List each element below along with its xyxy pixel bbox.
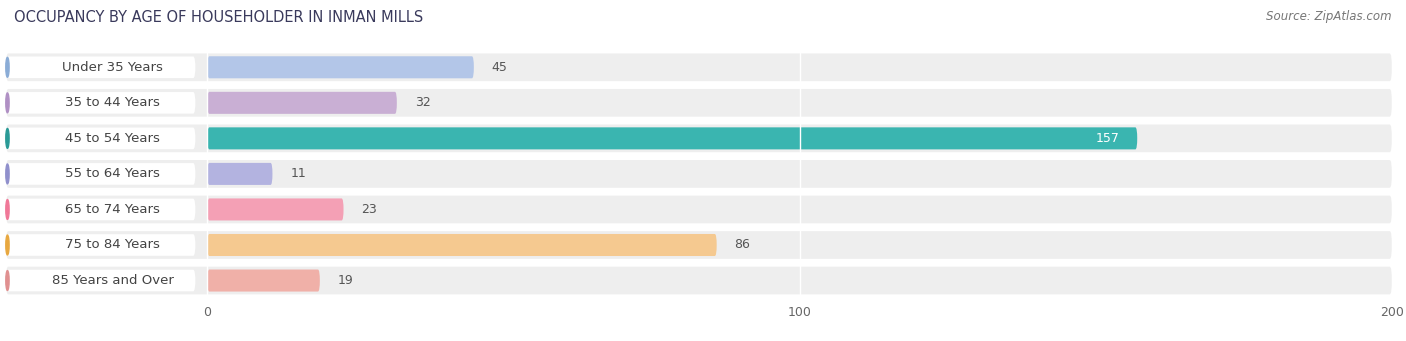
- Text: 32: 32: [415, 96, 430, 109]
- FancyBboxPatch shape: [6, 267, 1392, 294]
- Text: 11: 11: [290, 167, 307, 180]
- FancyBboxPatch shape: [6, 124, 1392, 152]
- Text: Under 35 Years: Under 35 Years: [62, 61, 163, 74]
- Text: OCCUPANCY BY AGE OF HOUSEHOLDER IN INMAN MILLS: OCCUPANCY BY AGE OF HOUSEHOLDER IN INMAN…: [14, 10, 423, 25]
- FancyBboxPatch shape: [6, 128, 195, 149]
- Text: 75 to 84 Years: 75 to 84 Years: [65, 238, 160, 252]
- FancyBboxPatch shape: [207, 234, 717, 256]
- Circle shape: [6, 93, 8, 113]
- FancyBboxPatch shape: [6, 231, 1392, 259]
- Text: Source: ZipAtlas.com: Source: ZipAtlas.com: [1267, 10, 1392, 23]
- Circle shape: [6, 129, 8, 148]
- Text: 85 Years and Over: 85 Years and Over: [52, 274, 173, 287]
- FancyBboxPatch shape: [207, 269, 319, 292]
- Circle shape: [6, 235, 8, 255]
- FancyBboxPatch shape: [6, 163, 195, 185]
- FancyBboxPatch shape: [6, 89, 1392, 117]
- Text: 86: 86: [734, 238, 751, 252]
- Text: 35 to 44 Years: 35 to 44 Years: [65, 96, 160, 109]
- FancyBboxPatch shape: [6, 270, 195, 291]
- Text: 65 to 74 Years: 65 to 74 Years: [65, 203, 160, 216]
- FancyBboxPatch shape: [207, 198, 343, 221]
- Circle shape: [6, 164, 8, 184]
- FancyBboxPatch shape: [6, 234, 195, 256]
- FancyBboxPatch shape: [6, 199, 195, 220]
- FancyBboxPatch shape: [6, 160, 1392, 188]
- Text: 19: 19: [337, 274, 353, 287]
- Text: 55 to 64 Years: 55 to 64 Years: [65, 167, 160, 180]
- Text: 157: 157: [1095, 132, 1119, 145]
- Text: 45: 45: [492, 61, 508, 74]
- Circle shape: [6, 199, 8, 219]
- FancyBboxPatch shape: [6, 92, 195, 114]
- Circle shape: [6, 271, 8, 291]
- FancyBboxPatch shape: [207, 163, 273, 185]
- Text: 45 to 54 Years: 45 to 54 Years: [65, 132, 160, 145]
- FancyBboxPatch shape: [6, 196, 1392, 223]
- Text: 23: 23: [361, 203, 377, 216]
- FancyBboxPatch shape: [207, 56, 474, 78]
- Circle shape: [6, 57, 8, 77]
- FancyBboxPatch shape: [6, 57, 195, 78]
- FancyBboxPatch shape: [207, 127, 1137, 149]
- FancyBboxPatch shape: [6, 54, 1392, 81]
- FancyBboxPatch shape: [207, 92, 396, 114]
